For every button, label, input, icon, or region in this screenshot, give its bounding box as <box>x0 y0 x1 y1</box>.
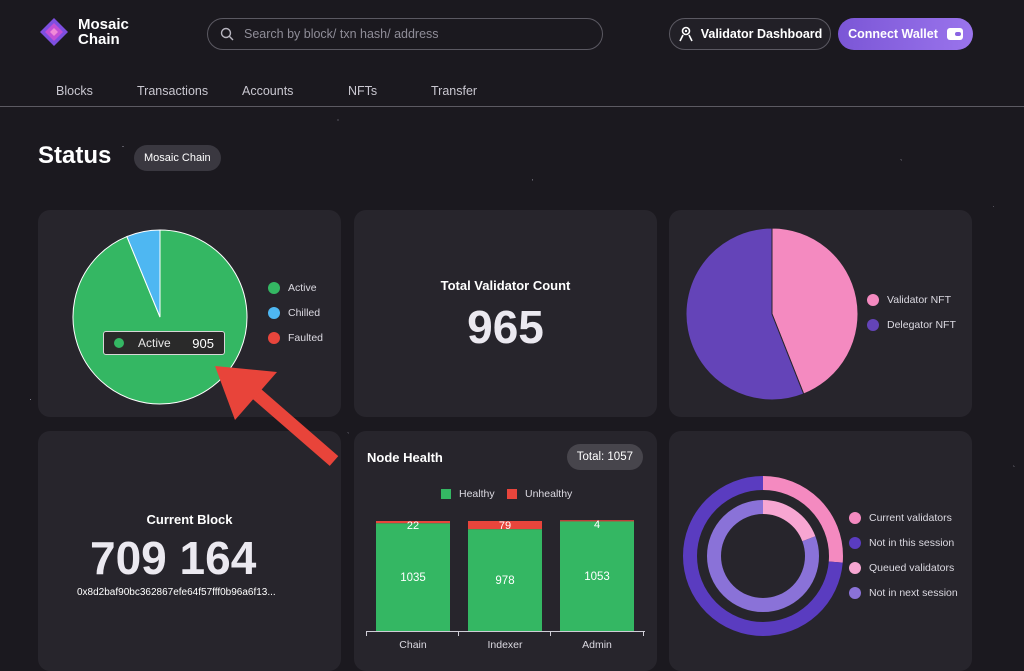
validator-status-pie[interactable] <box>65 222 255 412</box>
connect-wallet-button[interactable]: Connect Wallet <box>838 18 973 50</box>
pie-slice-chilled[interactable] <box>126 229 161 318</box>
legend-label: Current validators <box>869 512 952 524</box>
nav-transfer[interactable]: Transfer <box>431 84 478 98</box>
legend-label: Chilled <box>288 307 321 319</box>
legend-label: Unhealthy <box>525 488 573 500</box>
network-chip[interactable]: Mosaic Chain <box>134 145 221 171</box>
donut-segment-not-in-next-session[interactable] <box>707 500 819 612</box>
bar-healthy-admin[interactable] <box>560 521 634 631</box>
node-health-total: Total: 1057 <box>566 444 643 470</box>
tooltip-label: Active <box>138 336 171 350</box>
legend-dot <box>849 587 861 599</box>
legend-dot <box>268 282 280 294</box>
legend-dot <box>268 307 280 319</box>
node-health-title: Node Health <box>367 450 443 465</box>
legend-label: Not in next session <box>869 587 958 599</box>
logo[interactable]: Mosaic Chain <box>38 16 148 48</box>
legend-dot <box>867 319 879 331</box>
x-tick-label: Indexer <box>487 639 523 651</box>
current-block-value: 709 164 <box>90 532 257 584</box>
bar-unhealthy-admin[interactable] <box>560 520 634 522</box>
legend-label: Faulted <box>288 332 324 344</box>
legend-not-in-this-session[interactable]: Not in this session <box>849 537 954 549</box>
bar-label-healthy: 1035 <box>400 572 426 584</box>
legend-label: Validator NFT <box>887 294 951 306</box>
legend-label: Not in this session <box>869 537 955 549</box>
nft-distribution-card: Validator NFT Delegator NFT <box>669 210 972 417</box>
current-block-label: Current Block <box>146 512 233 527</box>
bar-label-healthy: 1053 <box>584 571 610 583</box>
bar-label-unhealthy: 79 <box>499 520 511 532</box>
bar-label-unhealthy: 22 <box>407 520 419 532</box>
tooltip-dot <box>114 338 124 348</box>
legend-dot <box>849 512 861 524</box>
legend-unhealthy[interactable]: Unhealthy <box>507 488 572 500</box>
validator-icon <box>679 26 693 42</box>
pie-slice-delegator-nft[interactable] <box>685 227 805 401</box>
nft-distribution-pie[interactable] <box>684 226 860 402</box>
bar-label-unhealthy: 4 <box>594 519 600 531</box>
main-nav: Blocks Transactions Accounts NFTs Transf… <box>0 78 1024 107</box>
legend-validator-nft[interactable]: Validator NFT <box>867 294 951 306</box>
bar-healthy-indexer[interactable] <box>468 529 542 631</box>
bar-unhealthy-chain[interactable] <box>376 521 450 524</box>
bar-unhealthy-indexer[interactable] <box>468 521 542 530</box>
logo-icon <box>40 18 68 46</box>
legend-queued-validators[interactable]: Queued validators <box>849 562 954 574</box>
legend-faulted[interactable]: Faulted <box>268 332 323 344</box>
logo-text: Mosaic Chain <box>78 16 129 48</box>
bar-healthy-chain[interactable] <box>376 523 450 631</box>
nav-nfts[interactable]: NFTs <box>348 84 378 98</box>
page-title: Status <box>38 142 112 169</box>
sessions-donut-chart[interactable] <box>681 474 845 638</box>
nav-blocks[interactable]: Blocks <box>56 84 93 98</box>
legend-healthy[interactable]: Healthy <box>441 488 495 500</box>
total-validator-label: Total Validator Count <box>440 278 571 293</box>
legend-label: Active <box>288 282 317 294</box>
connect-wallet-label: Connect Wallet <box>848 27 938 41</box>
search-input[interactable] <box>242 26 576 42</box>
node-health-card: Node Health Total: 1057 Healthy Unhealth… <box>354 431 657 671</box>
validator-status-card: Active 905 Active Chilled Faulted <box>38 210 341 417</box>
search-icon <box>220 27 234 41</box>
legend-dot <box>268 332 280 344</box>
total-validator-card: Total Validator Count 965 <box>354 210 657 417</box>
bar-label-healthy: 978 <box>495 575 514 587</box>
donut-segment-not-in-this-session[interactable] <box>683 476 843 636</box>
legend-delegator-nft[interactable]: Delegator NFT <box>867 319 956 331</box>
sessions-card: Current validators Not in this session Q… <box>669 431 972 671</box>
current-block-hash[interactable]: 0x8d2baf90bc362867efe64f57fff0b96a6f13..… <box>77 587 276 598</box>
legend-swatch <box>507 489 517 499</box>
validator-dashboard-label: Validator Dashboard <box>700 27 823 41</box>
x-tick-label: Admin <box>582 639 612 651</box>
pie-tooltip: Active 905 <box>103 331 225 355</box>
nav-accounts[interactable]: Accounts <box>242 84 294 98</box>
search-bar[interactable] <box>207 18 603 50</box>
legend-not-in-next-session[interactable]: Not in next session <box>849 587 958 599</box>
legend-active[interactable]: Active <box>268 282 317 294</box>
x-tick-label: Chain <box>399 639 427 651</box>
total-validator-value: 965 <box>467 301 544 353</box>
nav-transactions[interactable]: Transactions <box>137 84 209 98</box>
wallet-icon <box>946 28 963 40</box>
tooltip-value: 905 <box>192 335 214 351</box>
legend-label: Healthy <box>459 488 495 500</box>
legend-label: Delegator NFT <box>887 319 956 331</box>
legend-dot <box>849 562 861 574</box>
validator-dashboard-button[interactable]: Validator Dashboard <box>669 18 831 50</box>
legend-swatch <box>441 489 451 499</box>
legend-label: Queued validators <box>869 562 955 574</box>
legend-dot <box>849 537 861 549</box>
legend-current-validators[interactable]: Current validators <box>849 512 952 524</box>
node-health-bar-chart: 1035 22 Chain 978 79 Indexer 1053 4 Admin <box>366 519 645 651</box>
legend-dot <box>867 294 879 306</box>
legend-chilled[interactable]: Chilled <box>268 307 320 319</box>
pie-slice-validator-nft[interactable] <box>771 227 859 395</box>
current-block-card: Current Block 709 164 0x8d2baf90bc362867… <box>38 431 341 671</box>
